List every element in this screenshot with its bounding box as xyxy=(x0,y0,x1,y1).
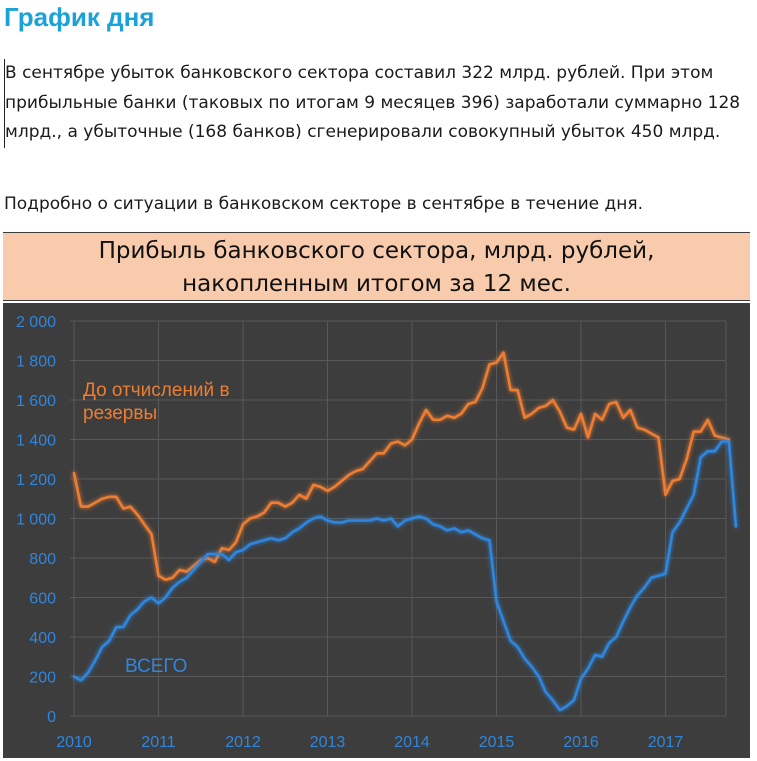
series-label-line: До отчислений в xyxy=(83,380,230,401)
detail-paragraph[interactable]: Подробно о ситуации в банковском секторе… xyxy=(4,194,644,214)
y-tick-label: 600 xyxy=(29,591,56,608)
series-label-pre-provisions: До отчислений в резервы xyxy=(83,380,230,424)
y-tick-label: 200 xyxy=(29,670,56,687)
chart-title-line-1: Прибыль банковского сектора, млрд. рубле… xyxy=(98,238,655,264)
y-tick-label: 2 000 xyxy=(16,314,56,331)
series-lines xyxy=(72,351,738,712)
series-line-pre-provisions xyxy=(72,351,731,582)
series-label-line: резервы xyxy=(83,403,157,424)
intro-paragraph: В сентябре убыток банковского сектора со… xyxy=(4,59,750,148)
chart-title: Прибыль банковского сектора, млрд. рубле… xyxy=(3,232,750,301)
x-tick-label: 2017 xyxy=(648,734,684,751)
x-tick-label: 2014 xyxy=(394,734,430,751)
x-tick-label: 2015 xyxy=(479,734,515,751)
y-tick-label: 800 xyxy=(29,551,56,568)
y-tick-label: 1 600 xyxy=(16,393,56,410)
x-tick-label: 2011 xyxy=(141,734,176,751)
y-tick-label: 0 xyxy=(47,709,56,726)
series-label-line: ВСЕГО xyxy=(125,656,187,677)
chart-title-line-2: накопленным итогом за 12 мес. xyxy=(182,271,571,297)
y-axis-ticks: 0 200 400 600 800 1 000 1 200 1 400 1 600 1 800 2 … xyxy=(16,314,56,726)
y-tick-label: 1 400 xyxy=(16,433,56,450)
y-tick-label: 1 000 xyxy=(16,512,56,529)
x-tick-label: 2013 xyxy=(310,734,346,751)
x-axis-ticks: 2010 2011 2012 2013 2014 2015 2016 2017 xyxy=(56,734,683,751)
x-tick-label: 2016 xyxy=(563,734,599,751)
y-tick-label: 1 800 xyxy=(16,354,56,371)
chart-area: 0 200 400 600 800 1 000 1 200 1 400 1 600 1 800 2 … xyxy=(3,303,750,758)
x-tick-label: 2010 xyxy=(56,734,92,751)
series-labels: До отчислений в резервы ВСЕГО xyxy=(83,380,230,677)
page-title: График дня xyxy=(4,2,155,32)
x-tick-label: 2012 xyxy=(225,734,261,751)
y-tick-label: 400 xyxy=(29,630,56,647)
series-label-total: ВСЕГО xyxy=(125,656,187,677)
profit-line-chart: 0 200 400 600 800 1 000 1 200 1 400 1 600 1 800 2 … xyxy=(16,314,738,751)
y-tick-label: 1 200 xyxy=(16,472,56,489)
series-line-total xyxy=(72,440,738,712)
grid-lines xyxy=(70,320,727,717)
